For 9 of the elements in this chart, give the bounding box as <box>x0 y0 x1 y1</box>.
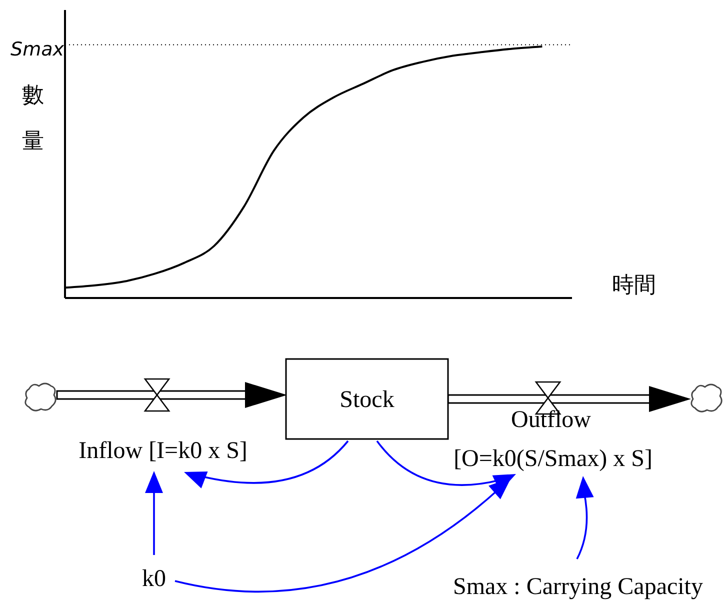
ref-line-label: Smax <box>10 38 65 60</box>
text: Smax : Carrying Capacity <box>453 574 703 600</box>
text: Inflow [I=k0 x S] <box>78 438 248 464</box>
text: Outflow <box>511 407 592 433</box>
x-axis-title: 時間 <box>612 271 656 299</box>
y-axis-title: 數量 <box>21 81 45 155</box>
text: k0 <box>142 566 166 592</box>
text: [O=k0(S/Smax) x S] <box>454 446 652 472</box>
text: Stock <box>340 387 394 413</box>
